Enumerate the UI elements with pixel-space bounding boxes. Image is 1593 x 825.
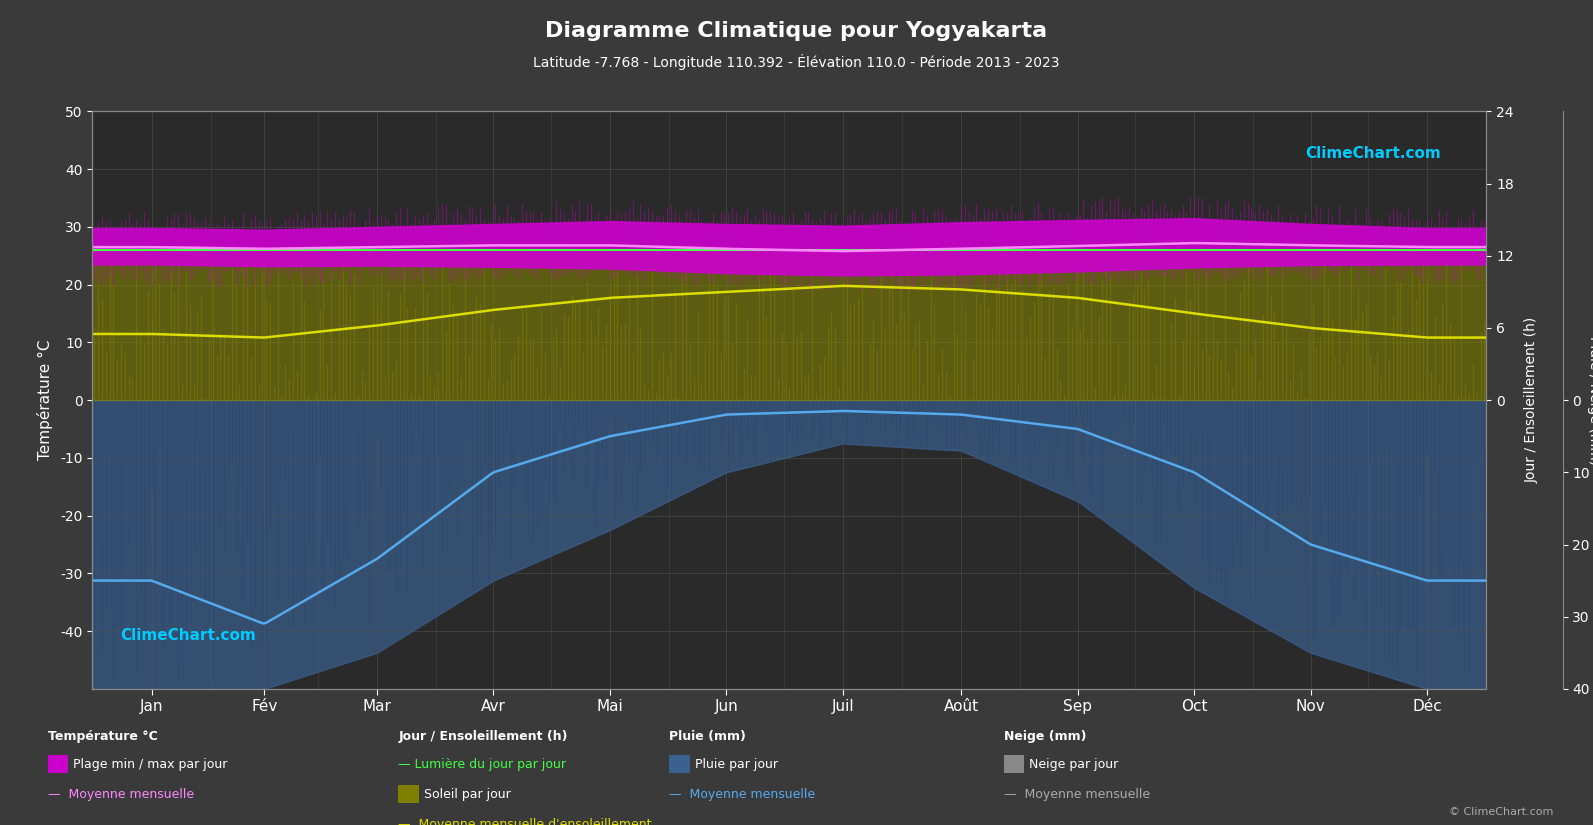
Text: ClimeChart.com: ClimeChart.com xyxy=(1305,146,1440,161)
Text: Neige (mm): Neige (mm) xyxy=(1004,730,1086,743)
Text: Température °C: Température °C xyxy=(48,730,158,743)
Text: Pluie par jour: Pluie par jour xyxy=(695,758,777,771)
Text: Jour / Ensoleillement (h): Jour / Ensoleillement (h) xyxy=(398,730,567,743)
Text: ClimeChart.com: ClimeChart.com xyxy=(121,628,256,643)
Text: Diagramme Climatique pour Yogyakarta: Diagramme Climatique pour Yogyakarta xyxy=(545,21,1048,40)
Text: —  Moyenne mensuelle: — Moyenne mensuelle xyxy=(669,788,816,801)
Text: —  Moyenne mensuelle: — Moyenne mensuelle xyxy=(48,788,194,801)
Text: Plage min / max par jour: Plage min / max par jour xyxy=(73,758,228,771)
Text: —  Moyenne mensuelle d'ensoleillement: — Moyenne mensuelle d'ensoleillement xyxy=(398,818,652,825)
Text: Soleil par jour: Soleil par jour xyxy=(424,788,510,801)
Text: — Lumière du jour par jour: — Lumière du jour par jour xyxy=(398,758,566,771)
Text: Neige par jour: Neige par jour xyxy=(1029,758,1118,771)
Y-axis label: Pluie / Neige (mm): Pluie / Neige (mm) xyxy=(1587,336,1593,464)
Text: © ClimeChart.com: © ClimeChart.com xyxy=(1448,807,1553,817)
Text: Pluie (mm): Pluie (mm) xyxy=(669,730,746,743)
Text: Latitude -7.768 - Longitude 110.392 - Élévation 110.0 - Période 2013 - 2023: Latitude -7.768 - Longitude 110.392 - Él… xyxy=(534,54,1059,69)
Y-axis label: Température °C: Température °C xyxy=(37,340,53,460)
Y-axis label: Jour / Ensoleillement (h): Jour / Ensoleillement (h) xyxy=(1525,317,1539,483)
Text: —  Moyenne mensuelle: — Moyenne mensuelle xyxy=(1004,788,1150,801)
